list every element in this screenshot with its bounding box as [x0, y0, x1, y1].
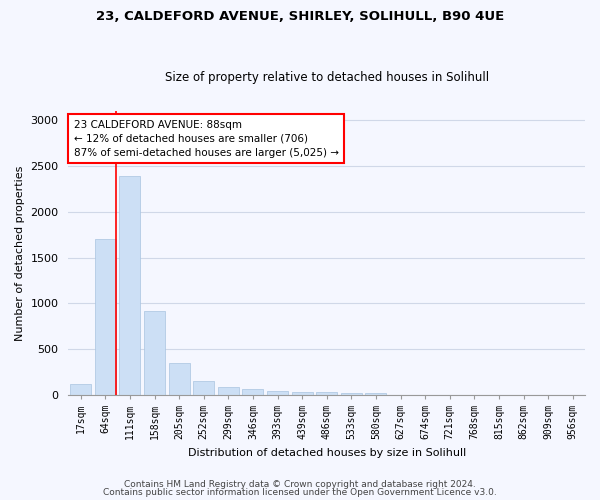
Text: Contains public sector information licensed under the Open Government Licence v3: Contains public sector information licen…	[103, 488, 497, 497]
Y-axis label: Number of detached properties: Number of detached properties	[15, 166, 25, 340]
Bar	[267, 391, 288, 395]
Bar	[316, 392, 337, 395]
Text: 23, CALDEFORD AVENUE, SHIRLEY, SOLIHULL, B90 4UE: 23, CALDEFORD AVENUE, SHIRLEY, SOLIHULL,…	[96, 10, 504, 23]
Bar	[119, 176, 140, 395]
Bar	[242, 390, 263, 395]
Text: 23 CALDEFORD AVENUE: 88sqm
← 12% of detached houses are smaller (706)
87% of sem: 23 CALDEFORD AVENUE: 88sqm ← 12% of deta…	[74, 120, 338, 158]
Bar	[169, 363, 190, 395]
Bar	[193, 380, 214, 395]
Text: Contains HM Land Registry data © Crown copyright and database right 2024.: Contains HM Land Registry data © Crown c…	[124, 480, 476, 489]
Bar	[218, 387, 239, 395]
X-axis label: Distribution of detached houses by size in Solihull: Distribution of detached houses by size …	[188, 448, 466, 458]
Bar	[70, 384, 91, 395]
Bar	[341, 392, 362, 395]
Title: Size of property relative to detached houses in Solihull: Size of property relative to detached ho…	[164, 70, 489, 84]
Bar	[365, 393, 386, 395]
Bar	[144, 310, 165, 395]
Bar	[292, 392, 313, 395]
Bar	[95, 239, 116, 395]
